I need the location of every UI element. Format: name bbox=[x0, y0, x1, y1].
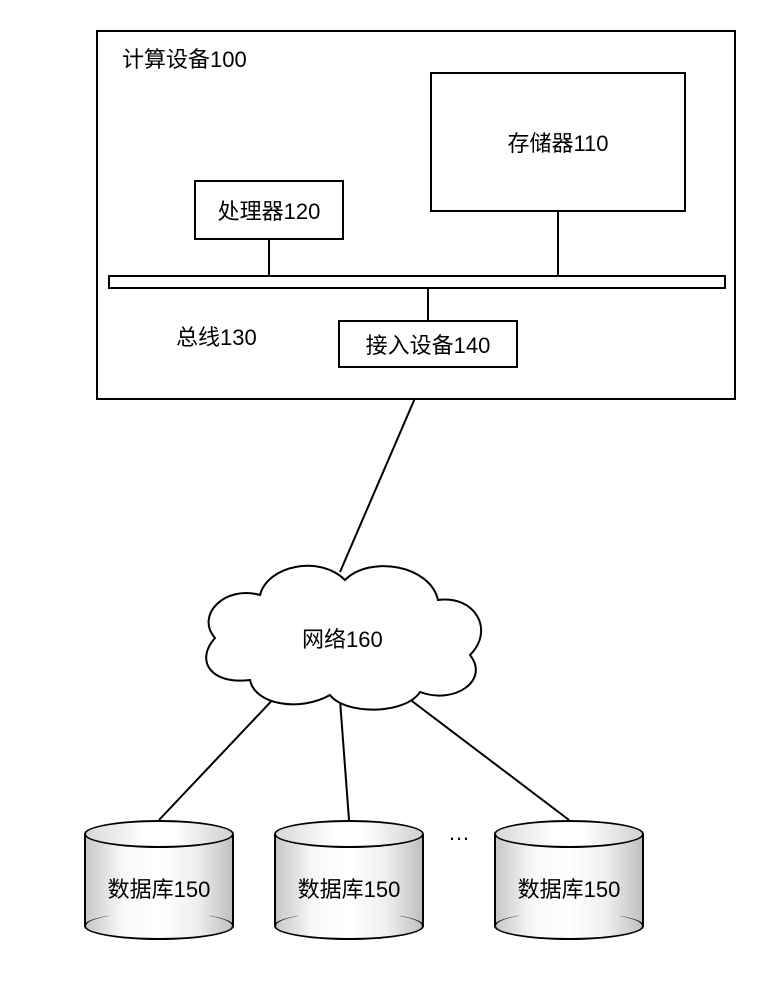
database-ellipsis: … bbox=[448, 820, 470, 846]
database-2-label: 数据库150 bbox=[274, 872, 424, 904]
access-device-label: 接入设备140 bbox=[366, 328, 491, 360]
database-2: 数据库150 bbox=[274, 820, 424, 940]
network-label: 网络160 bbox=[302, 622, 383, 654]
conn-net-to-db-3 bbox=[400, 692, 569, 820]
memory-box: 存储器110 bbox=[430, 72, 686, 212]
database-1: 数据库150 bbox=[84, 820, 234, 940]
conn-processor-to-bus bbox=[268, 240, 270, 275]
bus-label: 总线130 bbox=[176, 320, 257, 352]
memory-label: 存储器110 bbox=[507, 126, 608, 158]
conn-memory-to-bus bbox=[557, 212, 559, 275]
database-1-label: 数据库150 bbox=[84, 872, 234, 904]
database-3-label: 数据库150 bbox=[494, 872, 644, 904]
processor-box: 处理器120 bbox=[194, 180, 344, 240]
conn-bus-to-access bbox=[427, 289, 429, 320]
conn-net-to-db-1 bbox=[159, 692, 280, 820]
access-device-box: 接入设备140 bbox=[338, 320, 518, 368]
conn-net-to-db-2 bbox=[340, 700, 349, 820]
database-3: 数据库150 bbox=[494, 820, 644, 940]
processor-label: 处理器120 bbox=[218, 194, 321, 226]
bus-bar bbox=[108, 275, 726, 289]
computing-device-label: 计算设备100 bbox=[122, 42, 247, 74]
